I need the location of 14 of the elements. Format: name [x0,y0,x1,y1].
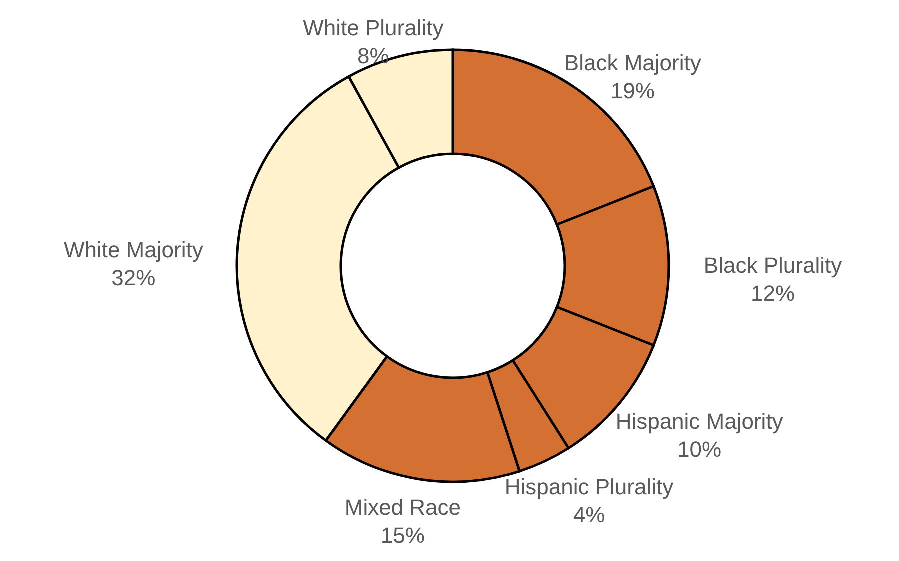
data-label: 12% [750,281,796,306]
data-label: 10% [678,437,722,462]
slice-label: White Plurality [303,16,444,41]
data-label: 15% [380,522,425,548]
data-label: 32% [112,266,156,291]
slice-label: Hispanic Majority [616,409,784,434]
slice-label: Black Plurality [704,253,842,278]
slice-label: Hispanic Plurality [504,474,674,500]
slice-label: Mixed Race [344,494,462,520]
slice-label: White Majority [64,238,204,263]
slice-label: Black Majority [564,50,702,76]
data-label: 8% [358,44,390,69]
data-label: 19% [610,78,655,104]
data-label: 4% [573,502,606,528]
